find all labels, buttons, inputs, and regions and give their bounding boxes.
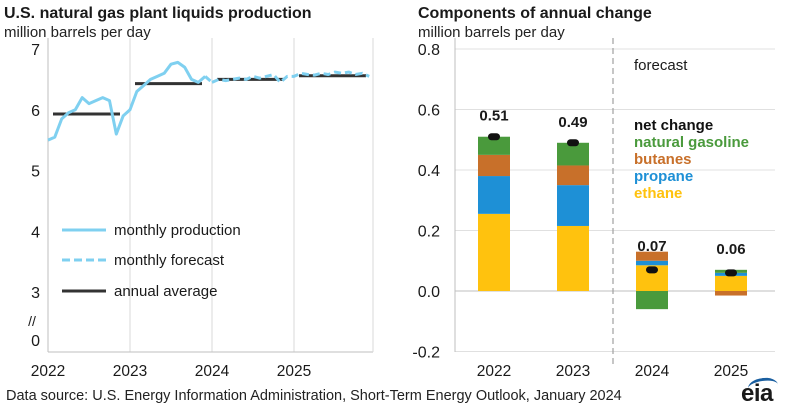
monthly-forecast-line: [211, 70, 370, 84]
bar-natural-gasoline-2024: [636, 291, 668, 310]
bar-natural-gasoline-2022: [478, 136, 510, 155]
left-x-tick-label: 2022: [31, 363, 65, 380]
right-y-tick-label: 0.4: [418, 163, 440, 180]
right-chart-title: Components of annual change: [418, 5, 652, 22]
left-y-tick-label: 3: [31, 285, 40, 302]
right-y-tick-label: 0.8: [418, 42, 440, 59]
bar-butanes-2025: [715, 291, 747, 296]
bar-ethane-2023: [557, 225, 589, 291]
monthly-production-line: [47, 60, 207, 142]
bar-butanes-2022: [478, 154, 510, 177]
right-legend-natural-gasoline: natural gasoline: [634, 134, 749, 151]
bar-ethane-2022: [478, 213, 510, 291]
left-x-tick-label: 2024: [195, 363, 230, 380]
right-y-tick-label: 0.2: [418, 224, 440, 241]
left-x-tick-label: 2025: [277, 363, 311, 380]
right-x-tick-label: 2023: [556, 363, 590, 380]
bar-propane-2023: [557, 185, 589, 226]
net-change-label-2023: 0.49: [558, 114, 587, 131]
right-y-tick-label: 0.6: [418, 103, 440, 120]
legend-label: annual average: [114, 283, 217, 300]
net-change-marker-2025: [725, 269, 737, 277]
right-x-tick-label: 2022: [477, 363, 511, 380]
left-y-tick-label: 5: [31, 164, 40, 181]
right-y-tick-label: 0.0: [418, 284, 440, 301]
forecast-label: forecast: [634, 57, 688, 74]
bar-natural-gasoline-2023: [557, 142, 589, 166]
left-y-tick-label: 0: [31, 333, 40, 350]
left-y-tick-label: 6: [31, 103, 40, 120]
net-change-label-2022: 0.51: [479, 108, 508, 125]
right-chart-ylabel: million barrels per day: [418, 24, 565, 41]
forecast-connector-line: [204, 75, 213, 84]
left-axis-break-icon: //: [28, 313, 36, 329]
left-x-tick-label: 2023: [113, 363, 147, 380]
net-change-label-2024: 0.07: [637, 238, 666, 255]
left-chart-title: U.S. natural gas plant liquids productio…: [4, 5, 312, 22]
right-x-tick-label: 2024: [635, 363, 670, 380]
legend-label: monthly forecast: [114, 252, 225, 269]
right-legend-butanes: butanes: [634, 151, 692, 168]
net-change-marker-2024: [646, 266, 658, 274]
right-y-tick-label: -0.2: [412, 345, 440, 362]
left-y-tick-label: 7: [31, 42, 40, 59]
right-legend-ethane: ethane: [634, 185, 682, 202]
net-change-label-2025: 0.06: [716, 241, 745, 258]
left-y-tick-label: 4: [31, 224, 40, 241]
bar-butanes-2024: [636, 251, 668, 261]
legend-label: monthly production: [114, 222, 241, 239]
data-source-note: Data source: U.S. Energy Information Adm…: [6, 388, 622, 404]
bar-butanes-2023: [557, 165, 589, 186]
right-x-tick-label: 2025: [714, 363, 748, 380]
net-change-marker-2022: [488, 133, 500, 141]
bar-propane-2022: [478, 176, 510, 214]
right-legend-propane: propane: [634, 168, 693, 185]
net-change-marker-2023: [567, 139, 579, 147]
right-legend-net-change: net change: [634, 117, 713, 134]
eia-logo: eia: [741, 380, 773, 407]
left-chart-ylabel: million barrels per day: [4, 24, 151, 41]
bar-ethane-2025: [715, 275, 747, 291]
bar-propane-2024: [636, 260, 668, 266]
